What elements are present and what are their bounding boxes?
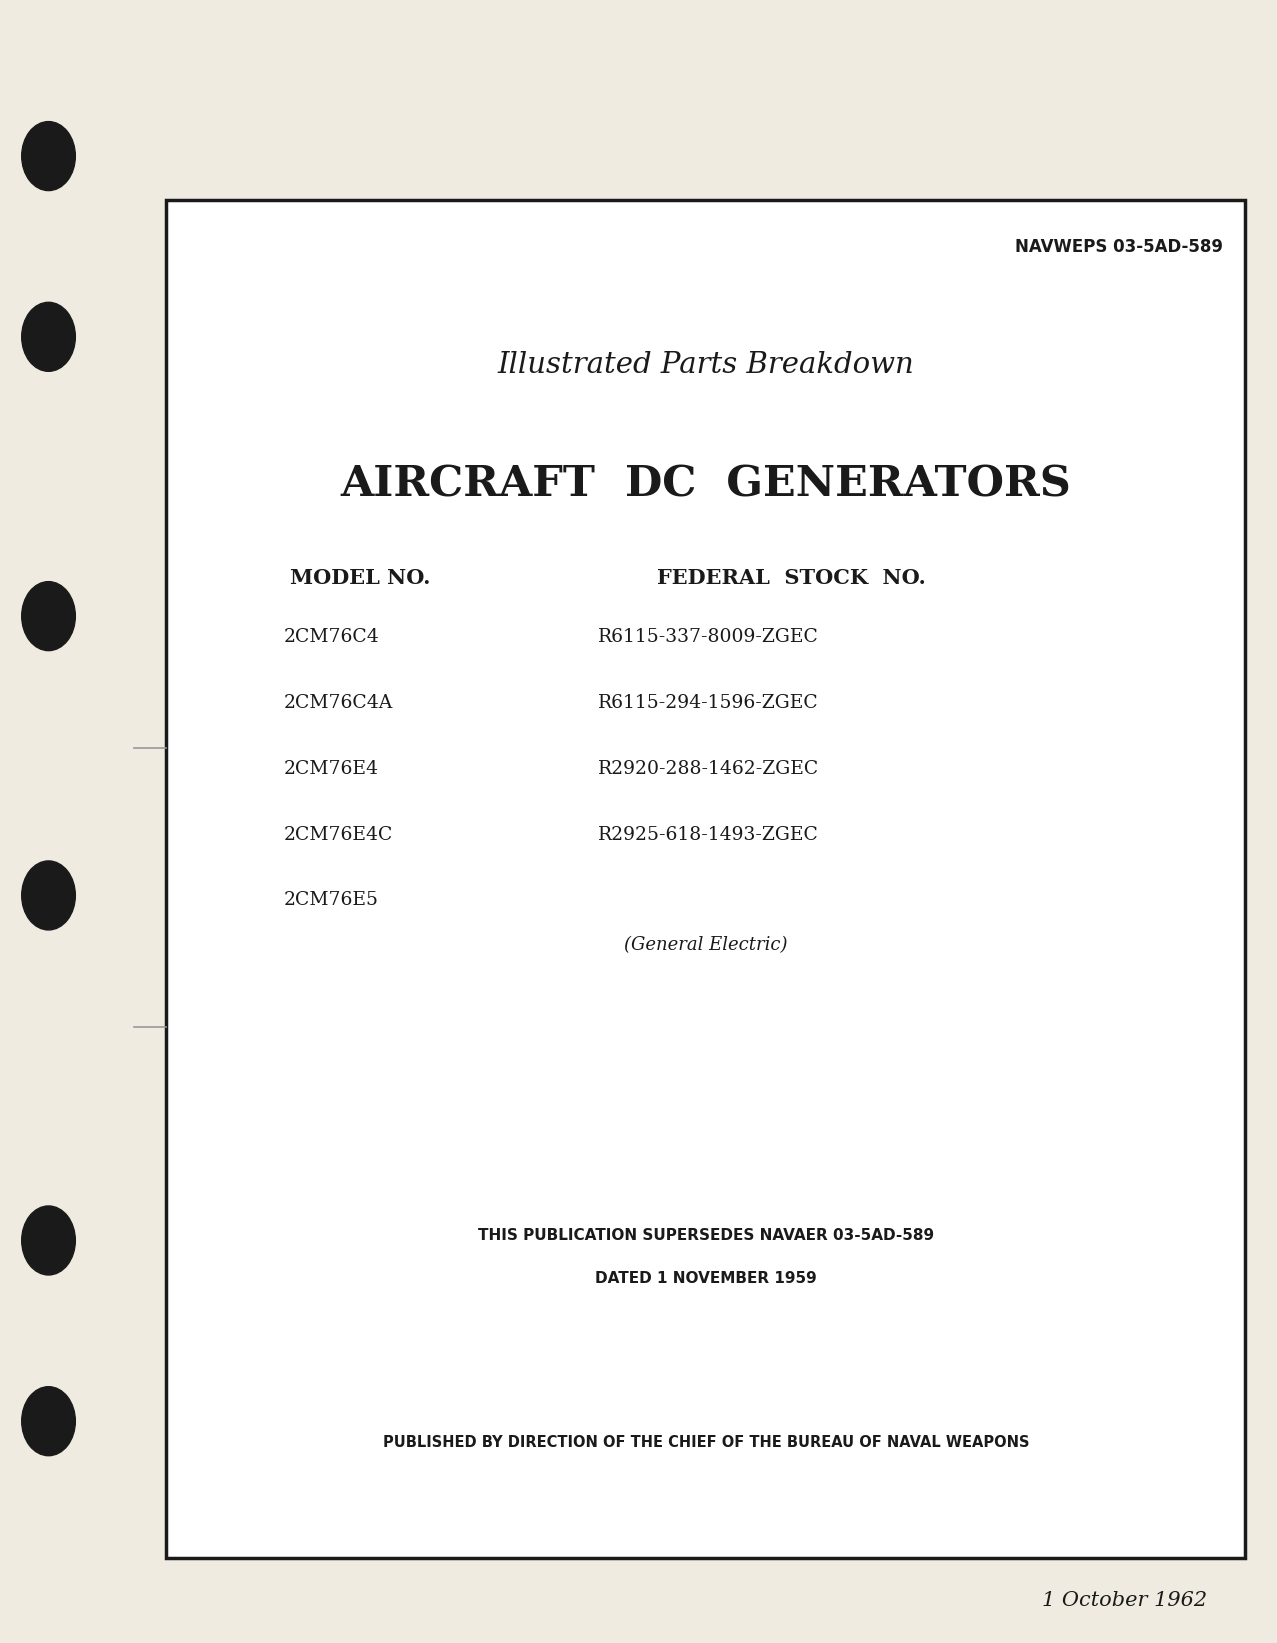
Circle shape [22,861,75,930]
Text: NAVWEPS 03-5AD-589: NAVWEPS 03-5AD-589 [1015,238,1223,256]
Text: (General Electric): (General Electric) [624,937,788,953]
Circle shape [22,122,75,191]
Text: DATED 1 NOVEMBER 1959: DATED 1 NOVEMBER 1959 [595,1270,817,1286]
Bar [166,200,1245,1558]
Text: PUBLISHED BY DIRECTION OF THE CHIEF OF THE BUREAU OF NAVAL WEAPONS: PUBLISHED BY DIRECTION OF THE CHIEF OF T… [383,1434,1029,1451]
Text: R2920-288-1462-ZGEC: R2920-288-1462-ZGEC [598,761,819,777]
Circle shape [22,1387,75,1456]
Circle shape [22,582,75,651]
Text: R6115-294-1596-ZGEC: R6115-294-1596-ZGEC [598,695,819,711]
Text: 2CM76E5: 2CM76E5 [283,892,378,909]
Circle shape [22,1206,75,1275]
Circle shape [22,302,75,371]
Text: 2CM76C4A: 2CM76C4A [283,695,393,711]
Text: 2CM76E4C: 2CM76E4C [283,826,393,843]
Text: AIRCRAFT  DC  GENERATORS: AIRCRAFT DC GENERATORS [341,463,1071,506]
Text: 1 October 1962: 1 October 1962 [1042,1590,1207,1610]
Text: 2CM76E4: 2CM76E4 [283,761,378,777]
Text: FEDERAL  STOCK  NO.: FEDERAL STOCK NO. [658,568,926,588]
Text: R6115-337-8009-ZGEC: R6115-337-8009-ZGEC [598,629,819,646]
Text: THIS PUBLICATION SUPERSEDES NAVAER 03-5AD-589: THIS PUBLICATION SUPERSEDES NAVAER 03-5A… [478,1227,935,1244]
Text: 2CM76C4: 2CM76C4 [283,629,379,646]
Text: MODEL NO.: MODEL NO. [290,568,430,588]
Text: Illustrated Parts Breakdown: Illustrated Parts Breakdown [498,350,914,380]
Text: R2925-618-1493-ZGEC: R2925-618-1493-ZGEC [598,826,819,843]
